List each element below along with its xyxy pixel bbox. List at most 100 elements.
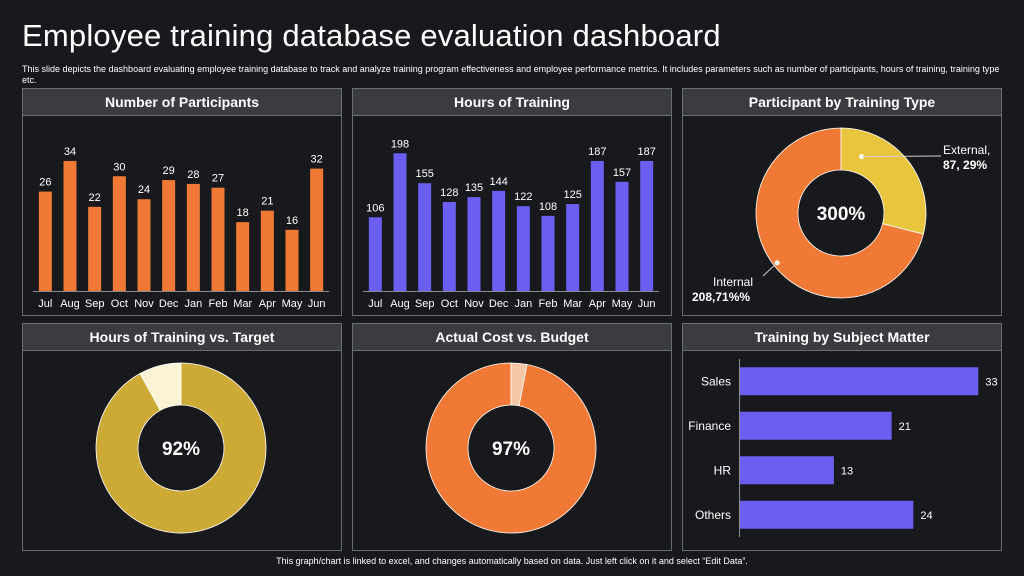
target-chart: 92% (95, 362, 267, 534)
participants-panel: Number of Participants 26 Jul 34 Aug 22 Sep 30… (22, 88, 342, 316)
subject-y-tick-label: Sales (701, 374, 731, 388)
participants-x-tick-label: Nov (134, 298, 154, 310)
participants-x-tick-label: Jun (308, 298, 326, 310)
hours-chart: 106 Jul 198 Aug 155 Sep 128 Oct 135 Nov 144 Dec 122 J… (363, 138, 659, 310)
participants-bar (63, 160, 77, 291)
participants-x-tick-label: Dec (159, 298, 179, 310)
type-internal-name: Internal (713, 275, 753, 289)
hours-bar (590, 160, 604, 291)
participants-bar (88, 206, 102, 291)
hours-x-tick-label: Jul (368, 298, 382, 310)
participants-x-tick-label: Jan (184, 298, 202, 310)
hours-x-tick-label: Sep (415, 298, 435, 310)
target-slice (139, 362, 182, 411)
participants-chart: 26 Jul 34 Aug 22 Sep 30 Oct 24 Nov 29 Dec 28 Jan 27 Feb… (33, 146, 329, 310)
subject-data-label: 24 (920, 510, 932, 522)
hours-data-label: 187 (588, 146, 606, 158)
hours-bar (566, 204, 580, 291)
cost-center-label: 97% (492, 439, 530, 460)
hours-bar (615, 181, 629, 291)
participants-x-tick-label: Mar (233, 298, 252, 310)
participants-x-tick-label: Oct (111, 298, 128, 310)
participants-data-label: 18 (237, 207, 249, 219)
hours-bar (541, 215, 555, 291)
type-panel: Participant by Training Type 300% Externa… (682, 88, 1002, 316)
subject-bar (740, 367, 979, 396)
participants-bar (260, 210, 274, 291)
hours-data-label: 155 (415, 168, 433, 180)
subject-data-label: 33 (985, 376, 997, 388)
hours-x-tick-label: Oct (441, 298, 458, 310)
hours-bar (442, 201, 456, 291)
participants-data-label: 32 (311, 154, 323, 166)
subject-bar (740, 411, 892, 440)
subject-panel-title: Training by Subject Matter (683, 324, 1001, 351)
hours-bar (492, 190, 506, 291)
type-center-label: 300% (817, 204, 866, 225)
hours-data-label: 135 (465, 182, 483, 194)
participants-data-label: 34 (64, 146, 76, 158)
hours-data-label: 144 (489, 176, 507, 188)
participants-bar (236, 222, 250, 291)
target-panel: Hours of Training vs. Target 92% (22, 323, 342, 551)
participants-bar (162, 180, 176, 291)
hours-data-label: 125 (563, 189, 581, 201)
type-leader-dot (859, 154, 865, 160)
cost-chart: 97% (425, 362, 597, 534)
participants-data-label: 16 (286, 215, 298, 227)
participants-data-label: 21 (261, 196, 273, 208)
subject-bar (740, 500, 914, 529)
hours-panel-title: Hours of Training (353, 89, 671, 116)
hours-data-label: 108 (539, 201, 557, 213)
hours-data-label: 122 (514, 191, 532, 203)
participants-data-label: 30 (113, 161, 125, 173)
subject-data-label: 13 (841, 465, 853, 477)
hours-x-tick-label: Aug (390, 298, 410, 310)
participants-x-tick-label: May (282, 298, 303, 310)
hours-data-label: 106 (366, 202, 384, 214)
participants-x-tick-label: Jul (38, 298, 52, 310)
participants-x-tick-label: Aug (60, 298, 80, 310)
cost-slice (510, 362, 528, 407)
type-internal-value: 208,71%% (692, 290, 750, 304)
hours-x-tick-label: Jan (514, 298, 532, 310)
type-panel-title: Participant by Training Type (683, 89, 1001, 116)
cost-panel-title: Actual Cost vs. Budget (353, 324, 671, 351)
hours-x-tick-label: Jun (638, 298, 656, 310)
participants-panel-title: Number of Participants (23, 89, 341, 116)
participants-bar (112, 176, 126, 291)
page-description: This slide depicts the dashboard evaluat… (22, 64, 1000, 85)
type-slice (755, 127, 924, 299)
participants-bar (186, 183, 200, 291)
subject-chart: Sales 33 Finance 21 HR 13 Others 24 (688, 359, 998, 537)
target-panel-title: Hours of Training vs. Target (23, 324, 341, 351)
subject-panel: Training by Subject Matter Sales 33 Financ… (682, 323, 1002, 551)
participants-x-tick-label: Feb (209, 298, 228, 310)
participants-data-label: 22 (89, 192, 101, 204)
participants-bar (211, 187, 225, 291)
hours-bar (368, 217, 382, 291)
footer-note: This graph/chart is linked to excel, and… (276, 556, 748, 566)
hours-data-label: 198 (391, 138, 409, 150)
participants-bar (310, 168, 324, 291)
participants-bar (285, 229, 299, 291)
hours-data-label: 187 (637, 146, 655, 158)
hours-bar (418, 183, 432, 291)
subject-y-tick-label: Finance (688, 419, 731, 433)
hours-x-tick-label: Nov (464, 298, 484, 310)
page-title: Employee training database evaluation da… (22, 18, 721, 53)
cost-slice (425, 362, 597, 534)
type-leader-line (762, 262, 778, 277)
type-external-name: External, (943, 143, 990, 157)
hours-panel: Hours of Training 106 Jul 198 Aug 155 Sep 128 O… (352, 88, 672, 316)
type-leader-line (861, 155, 942, 158)
participants-data-label: 27 (212, 173, 224, 185)
subject-bar (740, 456, 834, 485)
type-external-value: 87, 29% (943, 158, 987, 172)
target-slice (95, 362, 267, 534)
hours-data-label: 157 (613, 167, 631, 179)
hours-x-tick-label: Feb (539, 298, 558, 310)
hours-x-tick-label: May (612, 298, 633, 310)
hours-bar (393, 153, 407, 291)
hours-bar (640, 160, 654, 291)
